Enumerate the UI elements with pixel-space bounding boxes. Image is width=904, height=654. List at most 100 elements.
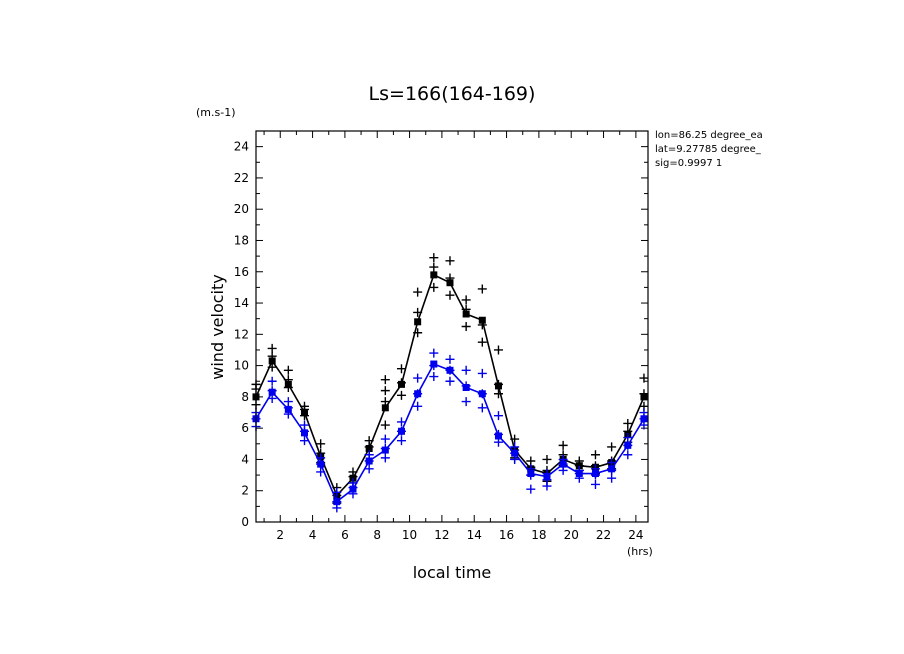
series-1-sample-marker — [380, 434, 390, 444]
series-0-sample-marker — [380, 397, 390, 407]
y-axis-label: wind velocity — [208, 274, 227, 379]
axes: 2 4 6 8 10 12 14 16 18 20 22 2402468101214161820222… — [234, 130, 648, 542]
series-0-sample-marker — [477, 337, 487, 347]
y-tick-label: 12 — [234, 327, 249, 341]
y-tick-label: 14 — [234, 296, 249, 310]
annotation-lon: lon=86.25 degree_ea — [655, 130, 763, 141]
series-1-sample-marker — [445, 365, 455, 375]
x-axis-label: local time — [413, 563, 492, 582]
series-1-sample-marker — [623, 433, 633, 443]
series-0-sample-marker — [283, 375, 293, 385]
y-tick-label: 8 — [241, 390, 249, 404]
y-tick-label: 24 — [234, 140, 249, 154]
series-1-sample-marker — [364, 456, 374, 466]
series-1-sample-marker — [364, 464, 374, 474]
series-1-sample-marker — [477, 403, 487, 413]
series-0-sample-marker — [623, 418, 633, 428]
series-0-point — [414, 318, 422, 326]
series-0-sample-marker — [510, 434, 520, 444]
series-0-sample-marker — [445, 290, 455, 300]
series-1-sample-marker — [299, 436, 309, 446]
series-0-sample-marker — [639, 389, 649, 399]
series-1-sample-marker — [526, 470, 536, 480]
y-tick-label: 16 — [234, 265, 249, 279]
y-tick-label: 6 — [241, 421, 249, 435]
series-0-point — [381, 404, 389, 412]
series-1-sample-marker — [445, 376, 455, 386]
series-0-sample-marker — [607, 442, 617, 452]
x-tick-label: 4 — [309, 528, 317, 542]
series-1-sample-marker — [461, 365, 471, 375]
series-1-sample-marker — [429, 361, 439, 371]
x-tick-label: 16 — [499, 528, 514, 542]
x-tick-label: 22 — [596, 528, 611, 542]
series-1-sample-marker — [316, 467, 326, 477]
plot-area — [251, 253, 649, 513]
series-0-sample-marker — [364, 442, 374, 452]
series-0-sample-marker — [413, 287, 423, 297]
series-1-sample-marker — [623, 450, 633, 460]
series-1-sample-marker — [380, 453, 390, 463]
y-tick-label: 22 — [234, 171, 249, 185]
series-0-sample-marker — [396, 390, 406, 400]
series-1-sample-marker — [348, 483, 358, 493]
series-1-sample-marker — [283, 403, 293, 413]
x-unit-label: (hrs) — [627, 545, 653, 558]
x-tick-label: 10 — [402, 528, 417, 542]
series-1-sample-marker — [493, 411, 503, 421]
series-0-point — [268, 357, 276, 365]
series-1-sample-marker — [396, 436, 406, 446]
series-0-sample-marker — [299, 404, 309, 414]
series-1-sample-marker — [429, 372, 439, 382]
series-1-sample-marker — [558, 459, 568, 469]
series-0-sample-marker — [493, 379, 503, 389]
series-1-sample-marker — [267, 376, 277, 386]
series-0-sample-marker — [396, 378, 406, 388]
series-0-sample-marker — [477, 320, 487, 330]
annotation-lat: lat=9.27785 degree_ — [655, 144, 762, 155]
series-0-sample-marker — [267, 343, 277, 353]
series-0-point — [478, 316, 486, 324]
series-1-sample-marker — [590, 479, 600, 489]
series-1-sample-marker — [413, 373, 423, 383]
series-0-sample-marker — [445, 256, 455, 266]
series-1-sample-marker — [493, 437, 503, 447]
series-0-sample-marker — [429, 282, 439, 292]
series-0-sample-marker — [558, 440, 568, 450]
series-0-sample-marker — [396, 364, 406, 374]
y-tick-label: 0 — [241, 515, 249, 529]
y-unit-label: (m.s-1) — [196, 106, 236, 119]
series-1-sample-marker — [623, 440, 633, 450]
series-1-sample-marker — [542, 475, 552, 485]
series-1-sample-marker — [316, 459, 326, 469]
series-1-sample-marker — [267, 386, 277, 396]
series-0-sample-marker — [477, 284, 487, 294]
series-0-sample-marker — [461, 295, 471, 305]
y-tick-label: 10 — [234, 359, 249, 373]
x-tick-label: 18 — [531, 528, 546, 542]
series-0-sample-marker — [413, 307, 423, 317]
series-0-sample-marker — [445, 273, 455, 283]
series-0-sample-marker — [429, 262, 439, 272]
series-1-sample-marker — [607, 458, 617, 468]
series-1-sample-marker — [607, 465, 617, 475]
series-0-point — [430, 271, 438, 279]
series-0-sample-marker — [380, 386, 390, 396]
x-tick-label: 6 — [341, 528, 349, 542]
x-tick-label: 12 — [434, 528, 449, 542]
series-1-sample-marker — [429, 348, 439, 358]
series-0-sample-marker — [542, 454, 552, 464]
series-0-sample-marker — [380, 420, 390, 430]
series-0-sample-marker — [461, 304, 471, 314]
series-0-sample-marker — [639, 373, 649, 383]
series-1-sample-marker — [590, 470, 600, 480]
series-0-sample-marker — [380, 375, 390, 385]
series-0-point — [462, 310, 470, 318]
series-0-sample-marker — [267, 362, 277, 372]
series-1-sample-marker — [445, 354, 455, 364]
series-0-point — [446, 279, 454, 287]
series-1-sample-marker — [332, 487, 342, 497]
series-1-sample-marker — [332, 497, 342, 507]
y-tick-label: 18 — [234, 233, 249, 247]
